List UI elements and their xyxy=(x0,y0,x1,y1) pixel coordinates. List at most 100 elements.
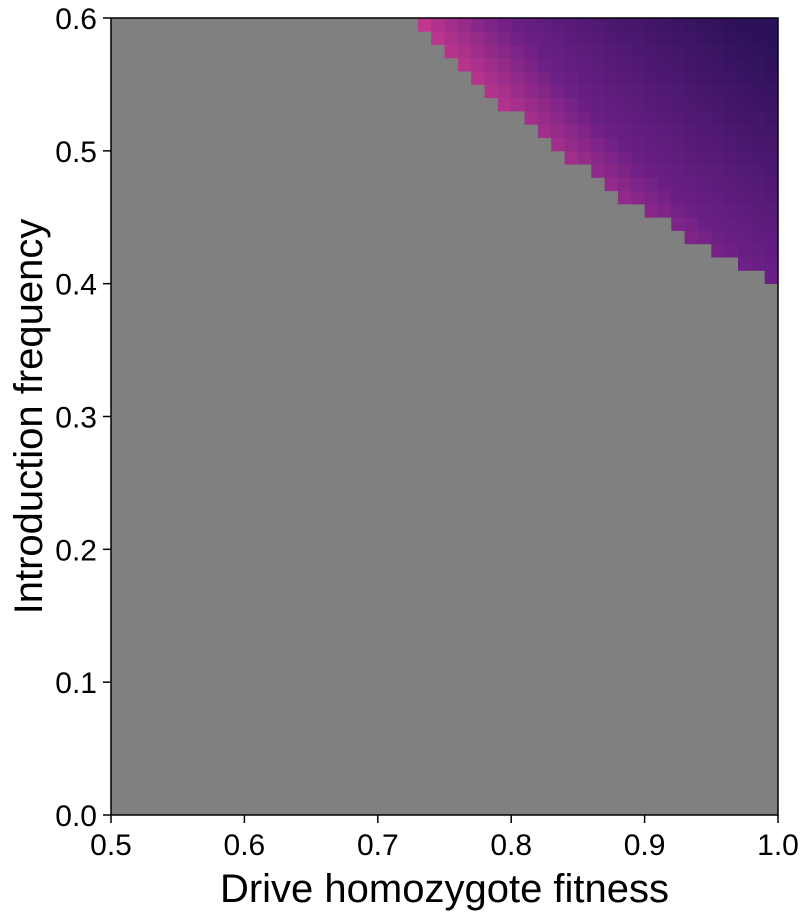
x-tick-label: 0.9 xyxy=(624,829,666,862)
heatmap-cell xyxy=(711,137,726,152)
heatmap-cell xyxy=(657,177,672,192)
heatmap-cell xyxy=(604,150,619,165)
heatmap-cell xyxy=(564,84,579,99)
heatmap-cell xyxy=(684,137,699,152)
heatmap-cell xyxy=(617,97,632,112)
heatmap-cell xyxy=(551,71,565,85)
y-tick-label: 0.4 xyxy=(55,269,97,302)
heatmap-cell xyxy=(657,57,672,72)
x-axis: 0.5 0.6 0.7 0.8 0.9 1.0 xyxy=(90,815,799,862)
heatmap-cell xyxy=(591,18,605,32)
heatmap-cell xyxy=(551,18,565,32)
y-axis: 0.0 0.1 0.2 0.3 0.4 0.5 0.6 xyxy=(55,3,111,833)
heatmap-cell xyxy=(737,177,752,192)
heatmap-cell xyxy=(484,31,499,45)
heatmap-cell xyxy=(564,97,579,112)
heatmap-cell xyxy=(564,18,579,32)
heatmap-cell xyxy=(764,177,779,192)
heatmap-cell xyxy=(417,18,432,32)
heatmap-cell xyxy=(551,124,565,138)
heatmap-cell xyxy=(751,190,766,205)
heatmap-cell xyxy=(537,71,552,85)
heatmap-cell xyxy=(551,31,565,45)
heatmap-cell xyxy=(644,190,659,205)
heatmap-cell xyxy=(711,71,726,85)
y-tick-label: 0.3 xyxy=(55,402,97,435)
heatmap-cell xyxy=(551,84,565,99)
heatmap-cell xyxy=(764,230,779,245)
heatmap-cell xyxy=(711,150,726,165)
heatmap-cell xyxy=(564,124,579,138)
heatmap-cell xyxy=(511,71,525,85)
y-tick-label: 0.6 xyxy=(55,3,97,36)
heatmap-cell xyxy=(764,18,779,32)
heatmap-cell xyxy=(684,110,699,125)
heatmap-cell xyxy=(444,31,459,45)
heatmap-cell xyxy=(711,190,726,205)
heatmap-cell xyxy=(537,18,552,32)
heatmap-cell xyxy=(537,31,552,45)
heatmap-cell xyxy=(684,177,699,192)
heatmap-cell xyxy=(644,137,659,152)
heatmap-cell xyxy=(617,137,632,152)
heatmap-cell xyxy=(737,137,752,152)
x-tick-label: 0.8 xyxy=(490,829,532,862)
heatmap-cell xyxy=(617,124,632,138)
heatmap-cell xyxy=(471,57,485,72)
heatmap-cell xyxy=(631,177,645,192)
heatmap-cell xyxy=(751,150,766,165)
heatmap-cell xyxy=(764,124,779,138)
heatmap-cell xyxy=(737,164,752,178)
heatmap-cell xyxy=(684,164,699,178)
heatmap-cell xyxy=(697,177,712,192)
heatmap-cell xyxy=(671,71,686,85)
heatmap-cell xyxy=(591,150,605,165)
heatmap-cell xyxy=(751,217,766,231)
heatmap-cell xyxy=(631,44,645,59)
heatmap-cell xyxy=(737,257,752,271)
heatmap-cell xyxy=(537,44,552,59)
heatmap-cell xyxy=(537,97,552,112)
heatmap-cell xyxy=(604,110,619,125)
heatmap-cell xyxy=(537,84,552,99)
heatmap-cell xyxy=(577,31,592,45)
heatmap-cell xyxy=(697,84,712,99)
heatmap-cell xyxy=(617,177,632,192)
heatmap-cell xyxy=(724,57,739,72)
heatmap-cell xyxy=(684,190,699,205)
heatmap-cell xyxy=(724,44,739,59)
heatmap-cell xyxy=(511,18,525,32)
heatmap-cell xyxy=(697,203,712,218)
heatmap-cell xyxy=(751,110,766,125)
heatmap-cell xyxy=(631,71,645,85)
heatmap-cell xyxy=(657,18,672,32)
heatmap-cell xyxy=(577,71,592,85)
x-tick-label: 0.6 xyxy=(224,829,266,862)
heatmap-cell xyxy=(631,137,645,152)
heatmap-cell xyxy=(604,124,619,138)
heatmap-cell xyxy=(724,150,739,165)
y-tick-label: 0.2 xyxy=(55,534,97,567)
heatmap-cell xyxy=(711,44,726,59)
heatmap-cell xyxy=(484,57,499,72)
heatmap-cell xyxy=(751,31,766,45)
heatmap-cell xyxy=(631,57,645,72)
heatmap-cell xyxy=(644,97,659,112)
heatmap-cells xyxy=(417,18,779,285)
heatmap-cell xyxy=(764,270,779,285)
heatmap-cell xyxy=(577,124,592,138)
heatmap-cell xyxy=(711,217,726,231)
heatmap-cell xyxy=(724,97,739,112)
heatmap-cell xyxy=(524,110,539,125)
heatmap-cell xyxy=(671,124,686,138)
heatmap-cell xyxy=(604,84,619,99)
heatmap-cell xyxy=(644,57,659,72)
heatmap-cell xyxy=(457,31,472,45)
heatmap-cell xyxy=(684,71,699,85)
heatmap-cell xyxy=(711,230,726,245)
heatmap-cell xyxy=(737,230,752,245)
heatmap-cell xyxy=(644,110,659,125)
heatmap-cell xyxy=(524,71,539,85)
heatmap-cell xyxy=(684,44,699,59)
heatmap-cell xyxy=(631,97,645,112)
